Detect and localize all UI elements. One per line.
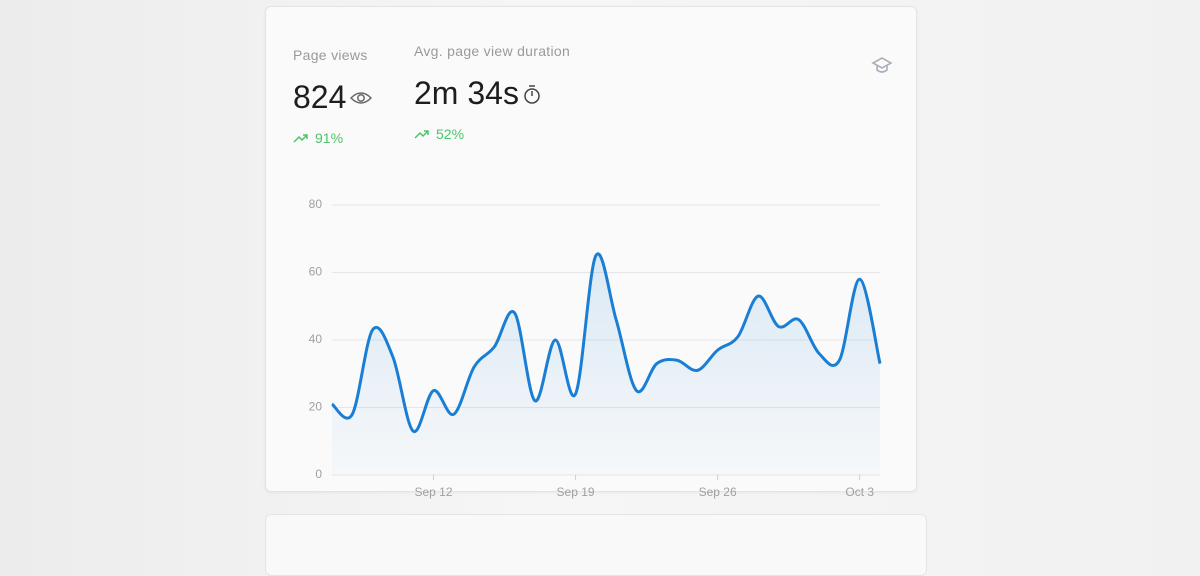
y-tick-label: 20: [309, 400, 323, 414]
stat-change: 91%: [293, 130, 372, 146]
stat: Page views 824 91%: [293, 47, 373, 146]
stat-number: 824: [293, 79, 347, 115]
timer-icon: [524, 84, 540, 104]
x-tick-label: Sep 12: [414, 485, 452, 499]
x-tick-label: Sep 26: [699, 485, 737, 499]
school-icon[interactable]: [871, 55, 893, 77]
stat-number: 2m 34s: [414, 75, 519, 111]
line: [330, 252, 882, 433]
chart: 0 20 40 60 80 Sep 12 Sep 19 Sep 26 Oct 3: [309, 197, 882, 499]
x-tick-label: Sep 19: [557, 485, 595, 499]
eye-icon: [350, 91, 373, 104]
y-tick-label: 40: [309, 332, 323, 346]
line-area: [332, 253, 880, 475]
stat-value: 824: [293, 79, 373, 116]
stat-label: Page views: [293, 47, 368, 63]
stat-value: 2m 34s: [414, 75, 570, 112]
stat: Avg. page view duration 2m 34s 52%: [414, 43, 570, 142]
y-tick-label: 0: [315, 467, 322, 481]
y-tick-label: 60: [309, 265, 323, 279]
stat-label: Avg. page view duration: [414, 43, 571, 59]
trend-icon: [293, 134, 308, 143]
y-tick-label: 80: [309, 197, 323, 211]
stat-change: 52%: [414, 126, 570, 142]
trend-icon: [414, 130, 429, 139]
change-text: 52%: [436, 126, 465, 142]
change-text: 91%: [315, 130, 344, 146]
x-tick-label: Oct 3: [845, 485, 874, 499]
